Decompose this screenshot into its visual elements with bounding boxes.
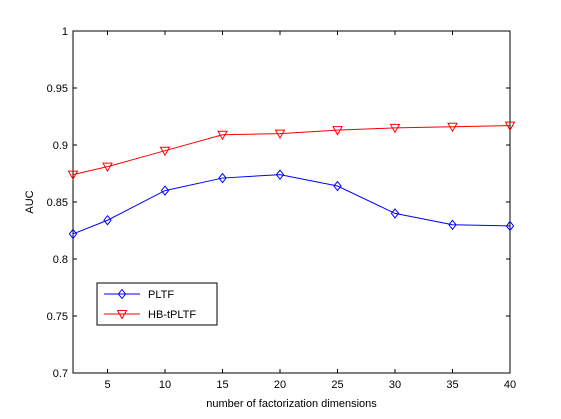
series-layer [67, 121, 516, 240]
series-line-hb-tpltf [72, 125, 511, 176]
data-point-hb-tpltf [389, 123, 401, 134]
legend-label: HB-tPLTF [148, 309, 196, 321]
data-point-hb-tpltf [504, 121, 516, 132]
y-tick-label: 0.8 [53, 254, 68, 266]
data-point-hb-tpltf [447, 122, 458, 133]
data-point-pltf [448, 219, 457, 231]
data-point-hb-tpltf [332, 126, 343, 136]
data-point-pltf [103, 214, 112, 226]
legend-box [96, 282, 218, 326]
y-tick-label: 0.95 [47, 83, 68, 95]
data-point-pltf [390, 208, 400, 219]
y-tick-label: 0.85 [47, 197, 68, 209]
data-point-pltf [333, 180, 342, 192]
data-point-hb-tpltf [217, 130, 228, 141]
data-point-pltf [160, 185, 170, 196]
x-tick-label: 10 [159, 379, 171, 391]
y-tick-label: 0.9 [53, 140, 68, 152]
x-axis-label: number of factorization dimensions [206, 398, 377, 410]
series-line-pltf [72, 174, 511, 235]
data-point-pltf [275, 169, 285, 180]
x-tick-label: 20 [274, 379, 286, 391]
y-axis-label: AUC [24, 190, 36, 213]
y-tick-label: 0.75 [47, 311, 68, 323]
legend-label: PLTF [148, 289, 174, 301]
x-tick-label: 15 [216, 379, 228, 391]
legend-marker-pltf [117, 288, 127, 300]
x-tick-label: 35 [446, 379, 458, 391]
y-tick-label: 1 [62, 26, 68, 38]
x-tick-label: 5 [104, 379, 110, 391]
legend: PLTF HB-tPLTF [96, 282, 218, 326]
data-point-pltf [68, 228, 78, 240]
y-tick-label: 0.7 [53, 368, 68, 380]
data-point-hb-tpltf [67, 170, 79, 181]
x-tick-label: 25 [331, 379, 343, 391]
x-tick-label: 40 [504, 379, 516, 391]
legend-entries: PLTF HB-tPLTF [104, 288, 196, 321]
ticks-layer: 5 10 15 20 25 30 35 40 0.7 0.75 0.8 0.85 0.9 0.95 1 [47, 26, 517, 391]
x-tick-label: 30 [389, 379, 401, 391]
data-point-pltf [218, 172, 227, 184]
data-point-hb-tpltf [102, 162, 113, 173]
data-point-pltf [505, 220, 515, 232]
legend-marker-hb-tpltf [116, 310, 128, 320]
data-point-hb-tpltf [159, 146, 171, 157]
data-point-hb-tpltf [274, 129, 286, 140]
